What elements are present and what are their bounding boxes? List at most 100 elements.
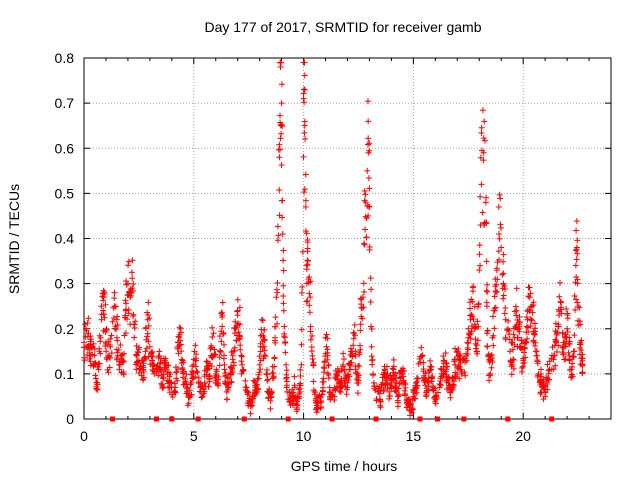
data-point-cloud (303, 262, 310, 269)
data-point-cloud (144, 330, 151, 337)
data-point-cloud (474, 318, 481, 325)
data-point-cloud (465, 340, 472, 347)
data-point-cloud (437, 382, 444, 389)
data-point-cloud (253, 382, 260, 389)
data-point-cloud (255, 386, 262, 393)
data-point-cloud (303, 298, 310, 305)
data-point-cloud (220, 341, 227, 348)
data-point-cloud (172, 389, 179, 396)
data-point-cloud (228, 365, 235, 372)
data-point-cloud (555, 342, 562, 349)
data-point-cloud (272, 314, 279, 321)
data-point-cloud (365, 118, 372, 125)
data-point-cloud (525, 328, 532, 335)
data-point-cloud (523, 338, 530, 345)
data-point-cloud (264, 377, 271, 384)
data-point-cloud (296, 385, 303, 392)
data-point-cloud (94, 386, 101, 393)
data-point-cloud (306, 309, 313, 316)
y-axis-label: SRMTID / TECUs (6, 184, 22, 294)
data-point (274, 289, 281, 296)
data-point-cloud (88, 344, 95, 351)
data-point-cloud (484, 281, 491, 288)
data-point-cloud (420, 366, 427, 373)
data-point (283, 361, 290, 368)
data-point (467, 316, 474, 323)
data-point-cloud (386, 395, 393, 402)
data-point-cloud (238, 352, 245, 359)
data-point-cloud (422, 370, 429, 377)
data-point-cloud (125, 262, 132, 269)
data-point-cloud (272, 323, 279, 330)
zero-marker (373, 416, 379, 422)
data-point-cloud (325, 362, 332, 369)
data-point-cloud (449, 386, 456, 393)
data-point-cloud (255, 371, 262, 378)
data-point (357, 321, 364, 328)
data-point (250, 393, 257, 400)
data-point-cloud (418, 344, 425, 351)
data-point-cloud (367, 299, 374, 306)
data-point-cloud (208, 363, 215, 370)
data-point-cloud (386, 392, 393, 399)
data-point-cloud (264, 376, 271, 383)
data-point-cloud (282, 340, 289, 347)
data-point-cloud (371, 383, 378, 390)
data-point-cloud (579, 362, 586, 369)
data-point-cloud (553, 331, 560, 338)
chart-title: Day 177 of 2017, SRMTID for receiver gam… (204, 19, 481, 35)
data-point-cloud (190, 370, 197, 377)
data-point-cloud (331, 397, 338, 404)
data-point-cloud (502, 336, 509, 343)
data-point-cloud (443, 360, 450, 367)
data-point-cloud (212, 351, 219, 358)
data-point (452, 361, 459, 368)
data-point-cloud (413, 385, 420, 392)
data-point-cloud (234, 296, 241, 303)
data-point-cloud (318, 398, 325, 405)
data-point-cloud (524, 335, 531, 342)
x-tick-label: 15 (406, 428, 422, 444)
data-point-cloud (501, 286, 508, 293)
data-point-cloud (351, 332, 358, 339)
data-point-cloud (307, 323, 314, 330)
data-point-cloud (462, 372, 469, 379)
data-point-cloud (368, 323, 375, 330)
data-point-cloud (497, 221, 504, 228)
data-point-cloud (492, 304, 499, 311)
data-point-cloud (579, 351, 586, 358)
data-point-cloud (568, 373, 575, 380)
data-point (261, 343, 268, 350)
y-tick-label: 0.1 (55, 366, 75, 382)
data-point-cloud (231, 347, 238, 354)
data-point-cloud (402, 381, 409, 388)
data-point-cloud (91, 352, 98, 359)
data-point-cloud (415, 360, 422, 367)
data-point-cloud (527, 323, 534, 330)
data-point-cloud (544, 376, 551, 383)
data-point-cloud (208, 342, 215, 349)
data-point-cloud (162, 364, 169, 371)
data-point-cloud (574, 237, 581, 244)
data-point-cloud (86, 355, 93, 362)
data-point-cloud (299, 283, 306, 290)
data-point-cloud (388, 383, 395, 390)
data-point-cloud (297, 380, 304, 387)
data-point (129, 285, 136, 292)
data-point-cloud (578, 347, 585, 354)
data-point-cloud (130, 311, 137, 318)
data-point-cloud (440, 353, 447, 360)
data-point (219, 312, 226, 319)
data-point-cloud (310, 378, 317, 385)
data-point (559, 330, 566, 337)
data-point (344, 384, 351, 391)
data-point-cloud (533, 348, 540, 355)
data-point-cloud (122, 300, 129, 307)
data-point-cloud (427, 363, 434, 370)
data-point-cloud (367, 275, 374, 282)
data-point-cloud (553, 337, 560, 344)
data-point-cloud (556, 293, 563, 300)
y-tick-label: 0 (66, 411, 74, 427)
data-point-cloud (383, 363, 390, 370)
data-point-cloud (510, 356, 517, 363)
